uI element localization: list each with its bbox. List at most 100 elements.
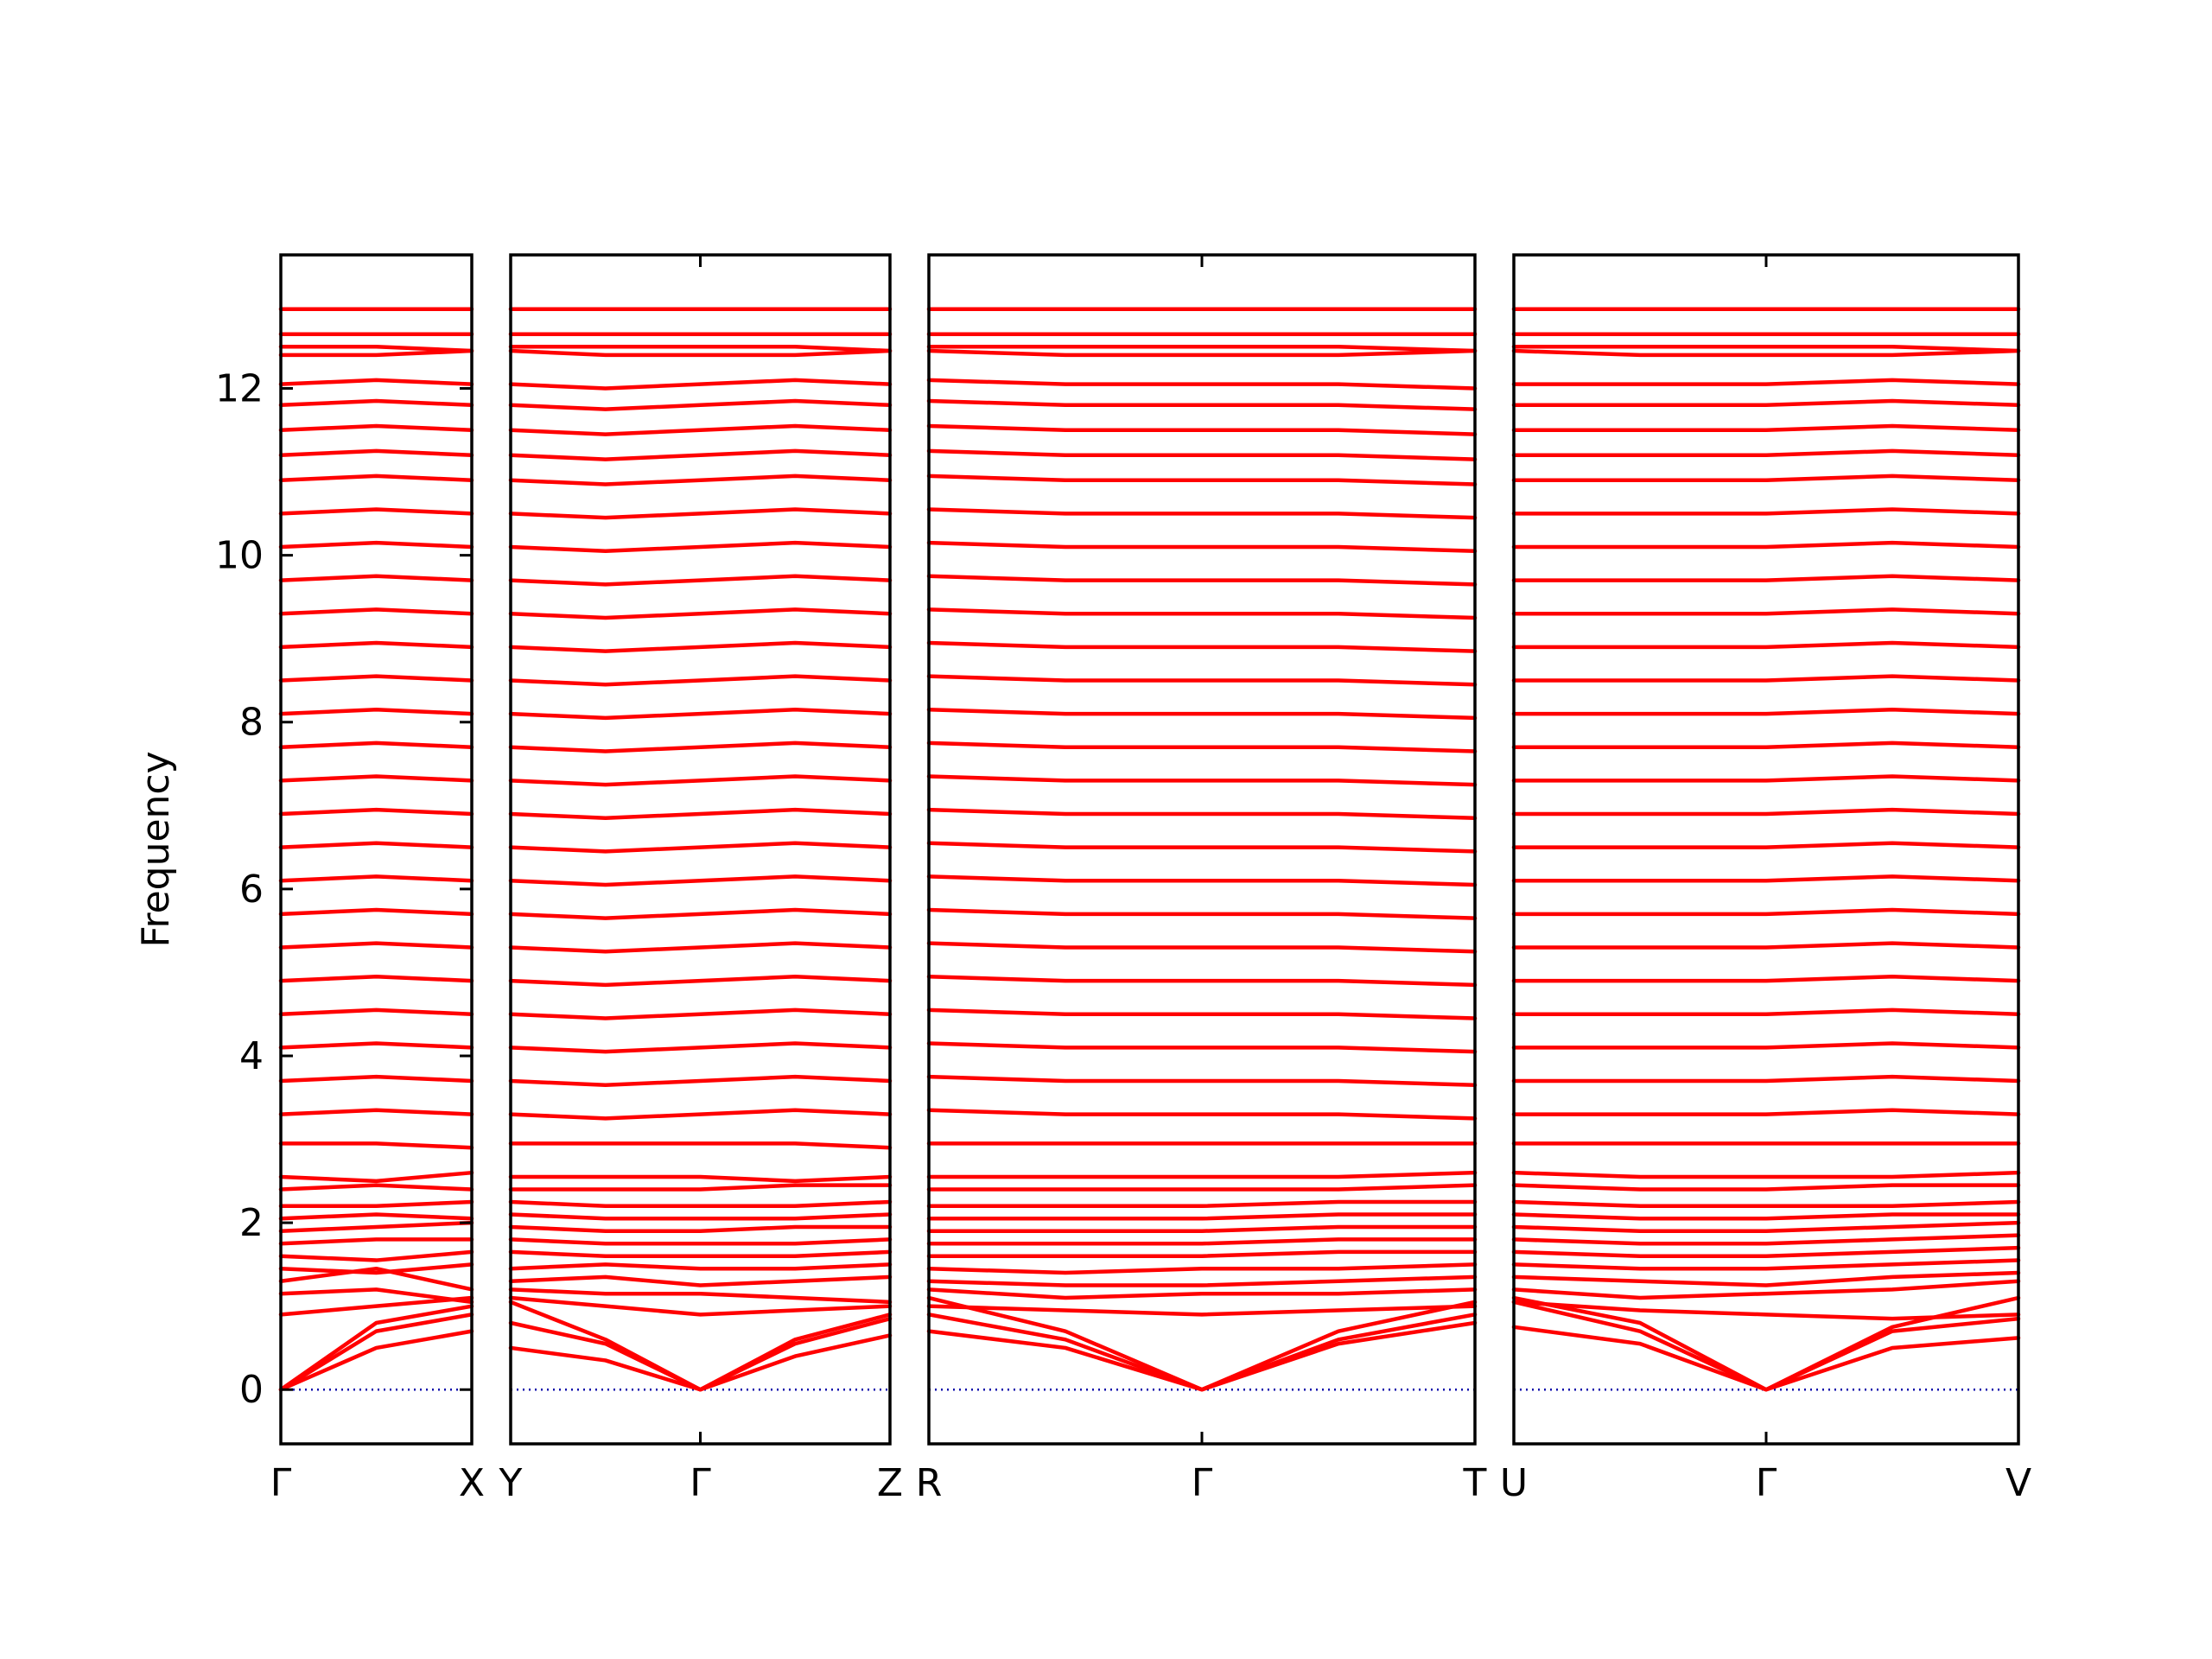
- band-line: [278, 507, 474, 516]
- band-line: [508, 841, 893, 854]
- band-line: [278, 640, 474, 650]
- band-line: [1511, 1212, 2021, 1221]
- band-line: [508, 1295, 893, 1317]
- y-tick-label: 4: [239, 1034, 264, 1078]
- band-line: [1511, 941, 2021, 950]
- band-line: [508, 1041, 893, 1054]
- band-line: [926, 874, 1478, 887]
- band-line: [926, 774, 1478, 787]
- band-line: [278, 1262, 474, 1275]
- band-line: [508, 1287, 893, 1305]
- band-line: [508, 1108, 893, 1121]
- band-line: [278, 1287, 474, 1305]
- band-line: [278, 941, 474, 950]
- band-line: [508, 1199, 893, 1209]
- band-line: [508, 640, 893, 653]
- band-line: [1511, 1183, 2021, 1192]
- band-line: [926, 1041, 1478, 1054]
- band-line: [278, 474, 474, 482]
- band-line: [926, 807, 1478, 821]
- band-line: [278, 975, 474, 983]
- y-tick-label: 6: [239, 868, 264, 912]
- panel: Γ X 0 2 4 6 8 10 12 Frequency: [134, 253, 485, 1505]
- band-line: [278, 1041, 474, 1050]
- y-axis-label: Frequency: [134, 751, 178, 947]
- band-line: [278, 1304, 474, 1392]
- band-line: [508, 348, 893, 358]
- band-line: [926, 540, 1478, 554]
- band-line: [1511, 398, 2021, 408]
- band-line: [926, 574, 1478, 587]
- band-line: [508, 975, 893, 988]
- band-line: [278, 1199, 474, 1209]
- band-line: [278, 448, 474, 457]
- band-line: [1511, 708, 2021, 716]
- band-line: [278, 1249, 474, 1262]
- band-line: [926, 907, 1478, 920]
- band-line: [508, 344, 893, 353]
- band-line: [1511, 474, 2021, 482]
- band-line: [926, 975, 1478, 988]
- band-line: [1511, 1074, 2021, 1084]
- band-line: [1511, 1258, 2021, 1271]
- x-tick-label: Z: [877, 1461, 903, 1505]
- band-line: [278, 1108, 474, 1116]
- band-line: [926, 708, 1478, 721]
- band-line: [926, 1304, 1478, 1317]
- band-line: [278, 1074, 474, 1084]
- band-line: [926, 1212, 1478, 1221]
- band-line: [1511, 607, 2021, 616]
- band-line: [508, 807, 893, 821]
- band-line: [1511, 1199, 2021, 1209]
- band-line: [508, 1237, 893, 1246]
- band-line: [278, 1313, 474, 1392]
- band-line: [926, 640, 1478, 653]
- band-line: [508, 474, 893, 486]
- band-line: [278, 708, 474, 716]
- band-line: [278, 540, 474, 550]
- band-line: [508, 1262, 893, 1271]
- band-line: [1511, 1007, 2021, 1016]
- band-line: [926, 1295, 1478, 1392]
- band-line: [278, 423, 474, 433]
- band-line: [926, 841, 1478, 854]
- band-line: [278, 1266, 474, 1292]
- band-line: [1511, 540, 2021, 550]
- band-line: [508, 1174, 893, 1184]
- band-line: [1511, 448, 2021, 457]
- band-line: [926, 941, 1478, 954]
- band-line: [508, 1183, 893, 1192]
- band-line: [926, 1108, 1478, 1121]
- band-line: [1511, 874, 2021, 883]
- band-line: [1511, 507, 2021, 516]
- band-line: [1511, 1108, 2021, 1116]
- band-line: [1511, 774, 2021, 783]
- band-line: [1511, 807, 2021, 817]
- band-line: [278, 741, 474, 749]
- band-line: [278, 344, 474, 353]
- band-line: [508, 674, 893, 687]
- band-line: [278, 841, 474, 849]
- band-line: [926, 1237, 1478, 1246]
- band-line: [278, 774, 474, 783]
- band-line: [278, 1141, 474, 1150]
- band-line: [278, 907, 474, 917]
- band-line: [278, 1295, 474, 1317]
- band-line: [926, 448, 1478, 461]
- band-line: [508, 507, 893, 520]
- band-line: [1511, 640, 2021, 650]
- band-line: [926, 378, 1478, 391]
- band-line: [508, 741, 893, 753]
- band-line: [508, 1249, 893, 1258]
- band-line: [1511, 423, 2021, 433]
- band-line: [1511, 574, 2021, 582]
- band-line: [926, 344, 1478, 353]
- band-line: [278, 607, 474, 616]
- band-line: [508, 941, 893, 954]
- band-line: [508, 874, 893, 887]
- band-line: [508, 574, 893, 587]
- band-line: [278, 1007, 474, 1016]
- band-line: [278, 874, 474, 883]
